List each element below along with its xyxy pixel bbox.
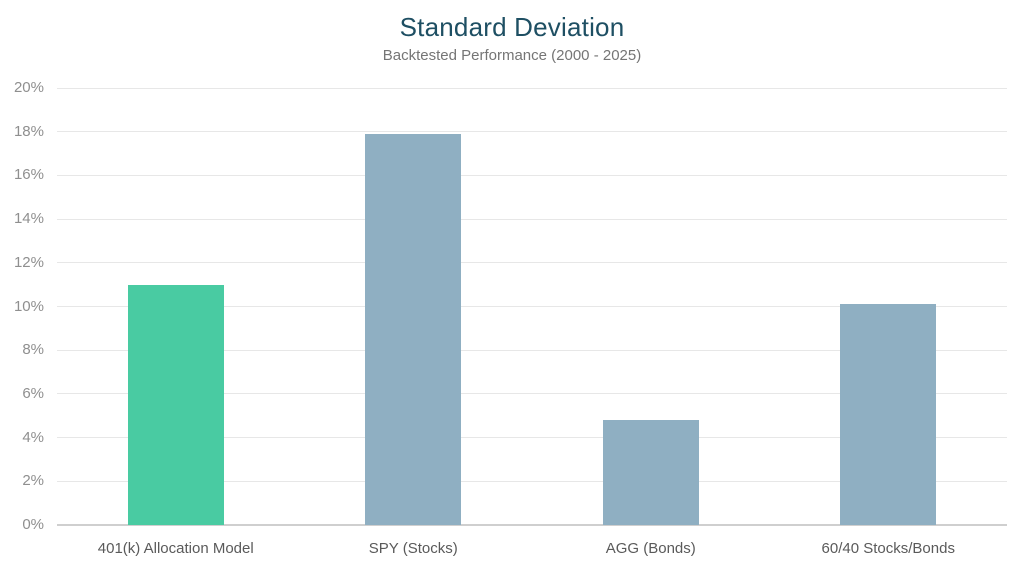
gridline [57,306,1007,307]
y-axis-label: 6% [22,384,44,402]
y-axis-label: 4% [22,428,44,446]
y-axis-label: 18% [13,122,44,140]
chart-subtitle: Backtested Performance (2000 - 2025) [382,47,642,64]
y-axis-label: 12% [13,253,44,271]
bar[interactable] [127,284,224,525]
chart-title: Standard Deviation [399,12,625,42]
gridline [57,393,1007,395]
x-axis-label: SPY (Stocks) [368,540,458,557]
y-axis-label: 2% [22,472,44,490]
y-axis-label: 0% [22,516,44,533]
y-axis-label: 14% [13,210,44,228]
y-axis-label: 16% [13,166,44,184]
y-axis-label: 10% [13,297,44,315]
gridline [57,87,1007,89]
y-axis-label: 8% [22,341,44,359]
gridline [57,480,1007,482]
bar[interactable] [840,304,937,525]
gridline [57,174,1007,176]
x-axis-label: AGG (Bonds) [605,540,696,557]
x-axis-label: 60/40 Stocks/Bonds [821,540,955,557]
gridline [57,437,1007,439]
gridline [57,262,1007,264]
gridline [57,349,1007,351]
x-axis-baseline [57,524,1007,526]
x-axis-label: 401(k) Allocation Model [97,540,254,557]
gridline [57,131,1007,133]
bar[interactable] [602,420,699,525]
bar[interactable] [365,133,462,525]
gridline [57,218,1007,220]
y-axis-label: 20% [13,79,44,96]
